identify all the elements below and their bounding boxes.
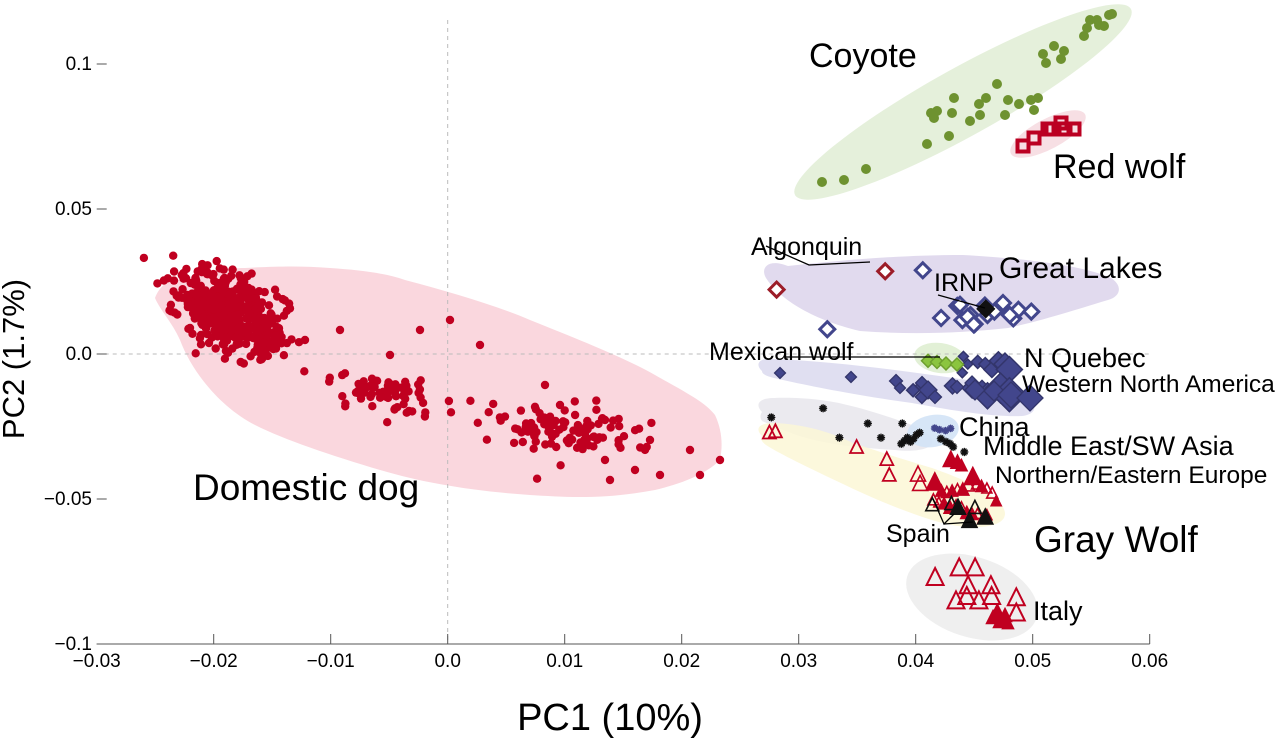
svg-text:−0.01: −0.01 — [307, 651, 355, 672]
svg-text:0.0: 0.0 — [434, 651, 460, 672]
svg-text:Spain: Spain — [886, 520, 950, 548]
svg-text:IRNP: IRNP — [934, 269, 994, 297]
svg-text:PC1 (10%): PC1 (10%) — [517, 697, 703, 739]
svg-text:Coyote: Coyote — [809, 37, 917, 75]
svg-text:Mexican wolf: Mexican wolf — [709, 338, 854, 366]
svg-text:0.01: 0.01 — [546, 651, 583, 672]
svg-text:Northern/Eastern Europe: Northern/Eastern Europe — [995, 462, 1267, 489]
svg-text:Gray Wolf: Gray Wolf — [1034, 519, 1199, 560]
svg-text:Italy: Italy — [1033, 596, 1083, 626]
svg-text:Middle East/SW Asia: Middle East/SW Asia — [983, 431, 1235, 461]
svg-text:−0.1: −0.1 — [54, 634, 92, 655]
svg-text:0.1: 0.1 — [66, 54, 92, 75]
svg-text:−0.05: −0.05 — [44, 489, 92, 510]
svg-text:Algonquin: Algonquin — [751, 233, 862, 261]
svg-text:0.05: 0.05 — [55, 199, 92, 220]
svg-text:0.04: 0.04 — [897, 651, 934, 672]
svg-text:0.05: 0.05 — [1014, 651, 1051, 672]
svg-text:Red wolf: Red wolf — [1053, 148, 1186, 186]
svg-text:Western North America: Western North America — [1022, 371, 1275, 398]
svg-text:Domestic dog: Domestic dog — [193, 467, 419, 508]
svg-text:0.06: 0.06 — [1131, 651, 1168, 672]
svg-text:N Quebec: N Quebec — [1024, 343, 1146, 373]
svg-text:0.02: 0.02 — [663, 651, 700, 672]
svg-text:0.03: 0.03 — [780, 651, 817, 672]
svg-text:Great Lakes: Great Lakes — [999, 252, 1162, 285]
svg-text:0.0: 0.0 — [66, 344, 92, 365]
svg-text:PC2 (1.7%): PC2 (1.7%) — [0, 279, 31, 439]
svg-text:−0.02: −0.02 — [190, 651, 238, 672]
